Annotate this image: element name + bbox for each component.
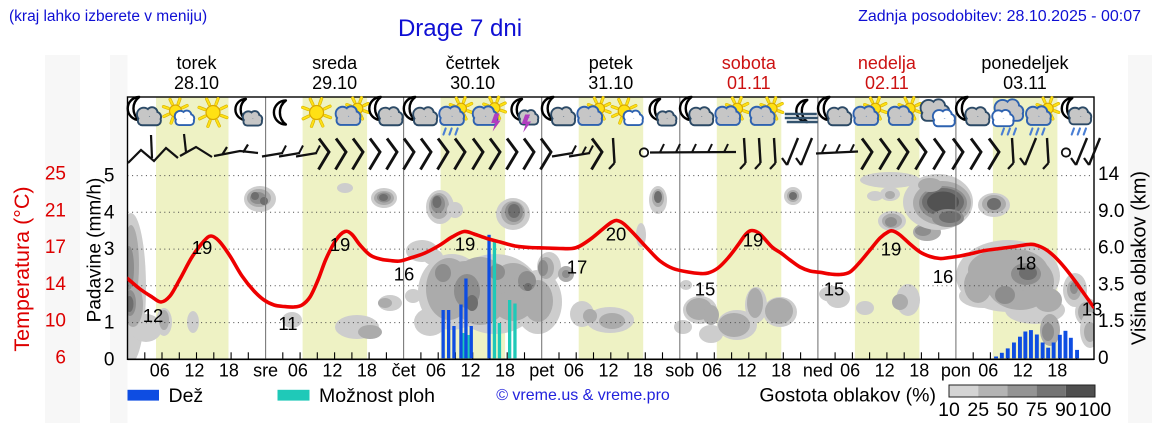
svg-text:18: 18 xyxy=(357,361,377,381)
svg-text:16: 16 xyxy=(394,264,415,285)
svg-text:1.5: 1.5 xyxy=(1098,311,1124,332)
svg-text:06: 06 xyxy=(426,361,446,381)
svg-text:15: 15 xyxy=(695,279,716,300)
svg-text:Možnost ploh: Možnost ploh xyxy=(319,385,435,407)
svg-text:ned: ned xyxy=(803,361,833,381)
svg-text:14: 14 xyxy=(1098,164,1120,185)
svg-text:Padavine (mm/h): Padavine (mm/h) xyxy=(85,178,106,323)
svg-text:18: 18 xyxy=(771,361,791,381)
svg-text:06: 06 xyxy=(702,361,722,381)
svg-text:0: 0 xyxy=(104,349,115,370)
svg-text:(kraj lahko izberete v meniju): (kraj lahko izberete v meniju) xyxy=(9,8,207,25)
svg-text:1: 1 xyxy=(104,313,115,334)
svg-text:19: 19 xyxy=(330,234,351,255)
svg-text:2: 2 xyxy=(104,276,115,297)
svg-text:18: 18 xyxy=(633,361,653,381)
svg-text:15: 15 xyxy=(824,279,845,300)
svg-text:16: 16 xyxy=(933,266,954,287)
svg-text:19: 19 xyxy=(192,237,213,258)
svg-text:3.5: 3.5 xyxy=(1098,274,1124,295)
svg-text:Dež: Dež xyxy=(169,385,204,407)
svg-text:12: 12 xyxy=(1013,361,1033,381)
svg-text:50: 50 xyxy=(997,399,1019,421)
svg-text:12: 12 xyxy=(737,361,757,381)
svg-text:20: 20 xyxy=(606,224,627,245)
svg-text:18: 18 xyxy=(1047,361,1067,381)
svg-text:sob: sob xyxy=(665,361,694,381)
svg-text:Gostota oblakov (%): Gostota oblakov (%) xyxy=(759,385,936,407)
svg-text:Višina oblakov (km): Višina oblakov (km) xyxy=(1129,171,1151,345)
svg-text:13: 13 xyxy=(1082,299,1103,320)
svg-text:11: 11 xyxy=(278,313,297,334)
svg-text:06: 06 xyxy=(288,361,308,381)
svg-text:01.11: 01.11 xyxy=(727,73,771,93)
svg-text:pet: pet xyxy=(529,361,554,381)
svg-text:10: 10 xyxy=(45,311,66,332)
svg-text:19: 19 xyxy=(881,239,902,260)
svg-text:5: 5 xyxy=(104,166,115,187)
svg-text:6.0: 6.0 xyxy=(1098,238,1124,259)
svg-text:17: 17 xyxy=(45,237,66,258)
svg-text:17: 17 xyxy=(567,257,588,278)
svg-text:18: 18 xyxy=(909,361,929,381)
svg-text:90: 90 xyxy=(1055,399,1077,421)
svg-text:100: 100 xyxy=(1079,399,1112,421)
svg-text:21: 21 xyxy=(45,200,66,221)
svg-text:03.11: 03.11 xyxy=(1003,73,1047,93)
svg-text:sre: sre xyxy=(253,361,278,381)
svg-text:3: 3 xyxy=(104,239,115,260)
svg-text:14: 14 xyxy=(45,274,67,295)
svg-text:25: 25 xyxy=(45,164,66,185)
svg-text:12: 12 xyxy=(184,361,204,381)
svg-text:9.0: 9.0 xyxy=(1098,201,1124,222)
svg-text:Zadnja posodobitev: 28.10.2025: Zadnja posodobitev: 28.10.2025 - 00:07 xyxy=(858,8,1141,25)
svg-text:29.10: 29.10 xyxy=(312,73,357,93)
svg-text:sobota: sobota xyxy=(722,53,777,73)
svg-text:18: 18 xyxy=(495,361,515,381)
svg-text:četrtek: četrtek xyxy=(446,53,501,73)
svg-text:0: 0 xyxy=(1098,348,1109,369)
svg-text:19: 19 xyxy=(455,234,476,255)
svg-text:12: 12 xyxy=(322,361,342,381)
svg-text:12: 12 xyxy=(460,361,480,381)
svg-text:petek: petek xyxy=(589,53,634,73)
svg-text:18: 18 xyxy=(1016,253,1037,274)
svg-text:sreda: sreda xyxy=(312,53,358,73)
svg-text:06: 06 xyxy=(564,361,584,381)
svg-text:25: 25 xyxy=(967,399,989,421)
svg-text:4: 4 xyxy=(104,202,115,223)
svg-text:12: 12 xyxy=(599,361,619,381)
svg-text:02.11: 02.11 xyxy=(865,73,909,93)
svg-text:čet: čet xyxy=(392,361,416,381)
svg-text:06: 06 xyxy=(150,361,170,381)
svg-text:19: 19 xyxy=(743,230,764,251)
svg-text:31.10: 31.10 xyxy=(588,73,633,93)
svg-text:© vreme.us & vreme.pro: © vreme.us & vreme.pro xyxy=(496,387,670,404)
svg-text:06: 06 xyxy=(840,361,860,381)
svg-text:torek: torek xyxy=(177,53,218,73)
svg-text:ponedeljek: ponedeljek xyxy=(981,53,1069,73)
svg-text:10: 10 xyxy=(938,399,960,421)
svg-text:06: 06 xyxy=(978,361,998,381)
svg-text:28.10: 28.10 xyxy=(174,73,219,93)
svg-text:Temperatura (°C): Temperatura (°C) xyxy=(10,186,34,351)
svg-text:pon: pon xyxy=(941,361,971,381)
svg-text:nedelja: nedelja xyxy=(858,53,917,73)
svg-text:Drage 7 dni: Drage 7 dni xyxy=(398,15,522,42)
svg-text:75: 75 xyxy=(1026,399,1048,421)
svg-text:6: 6 xyxy=(55,347,66,368)
svg-text:12: 12 xyxy=(143,305,164,326)
svg-text:12: 12 xyxy=(875,361,895,381)
svg-text:18: 18 xyxy=(219,361,239,381)
svg-text:30.10: 30.10 xyxy=(450,73,495,93)
